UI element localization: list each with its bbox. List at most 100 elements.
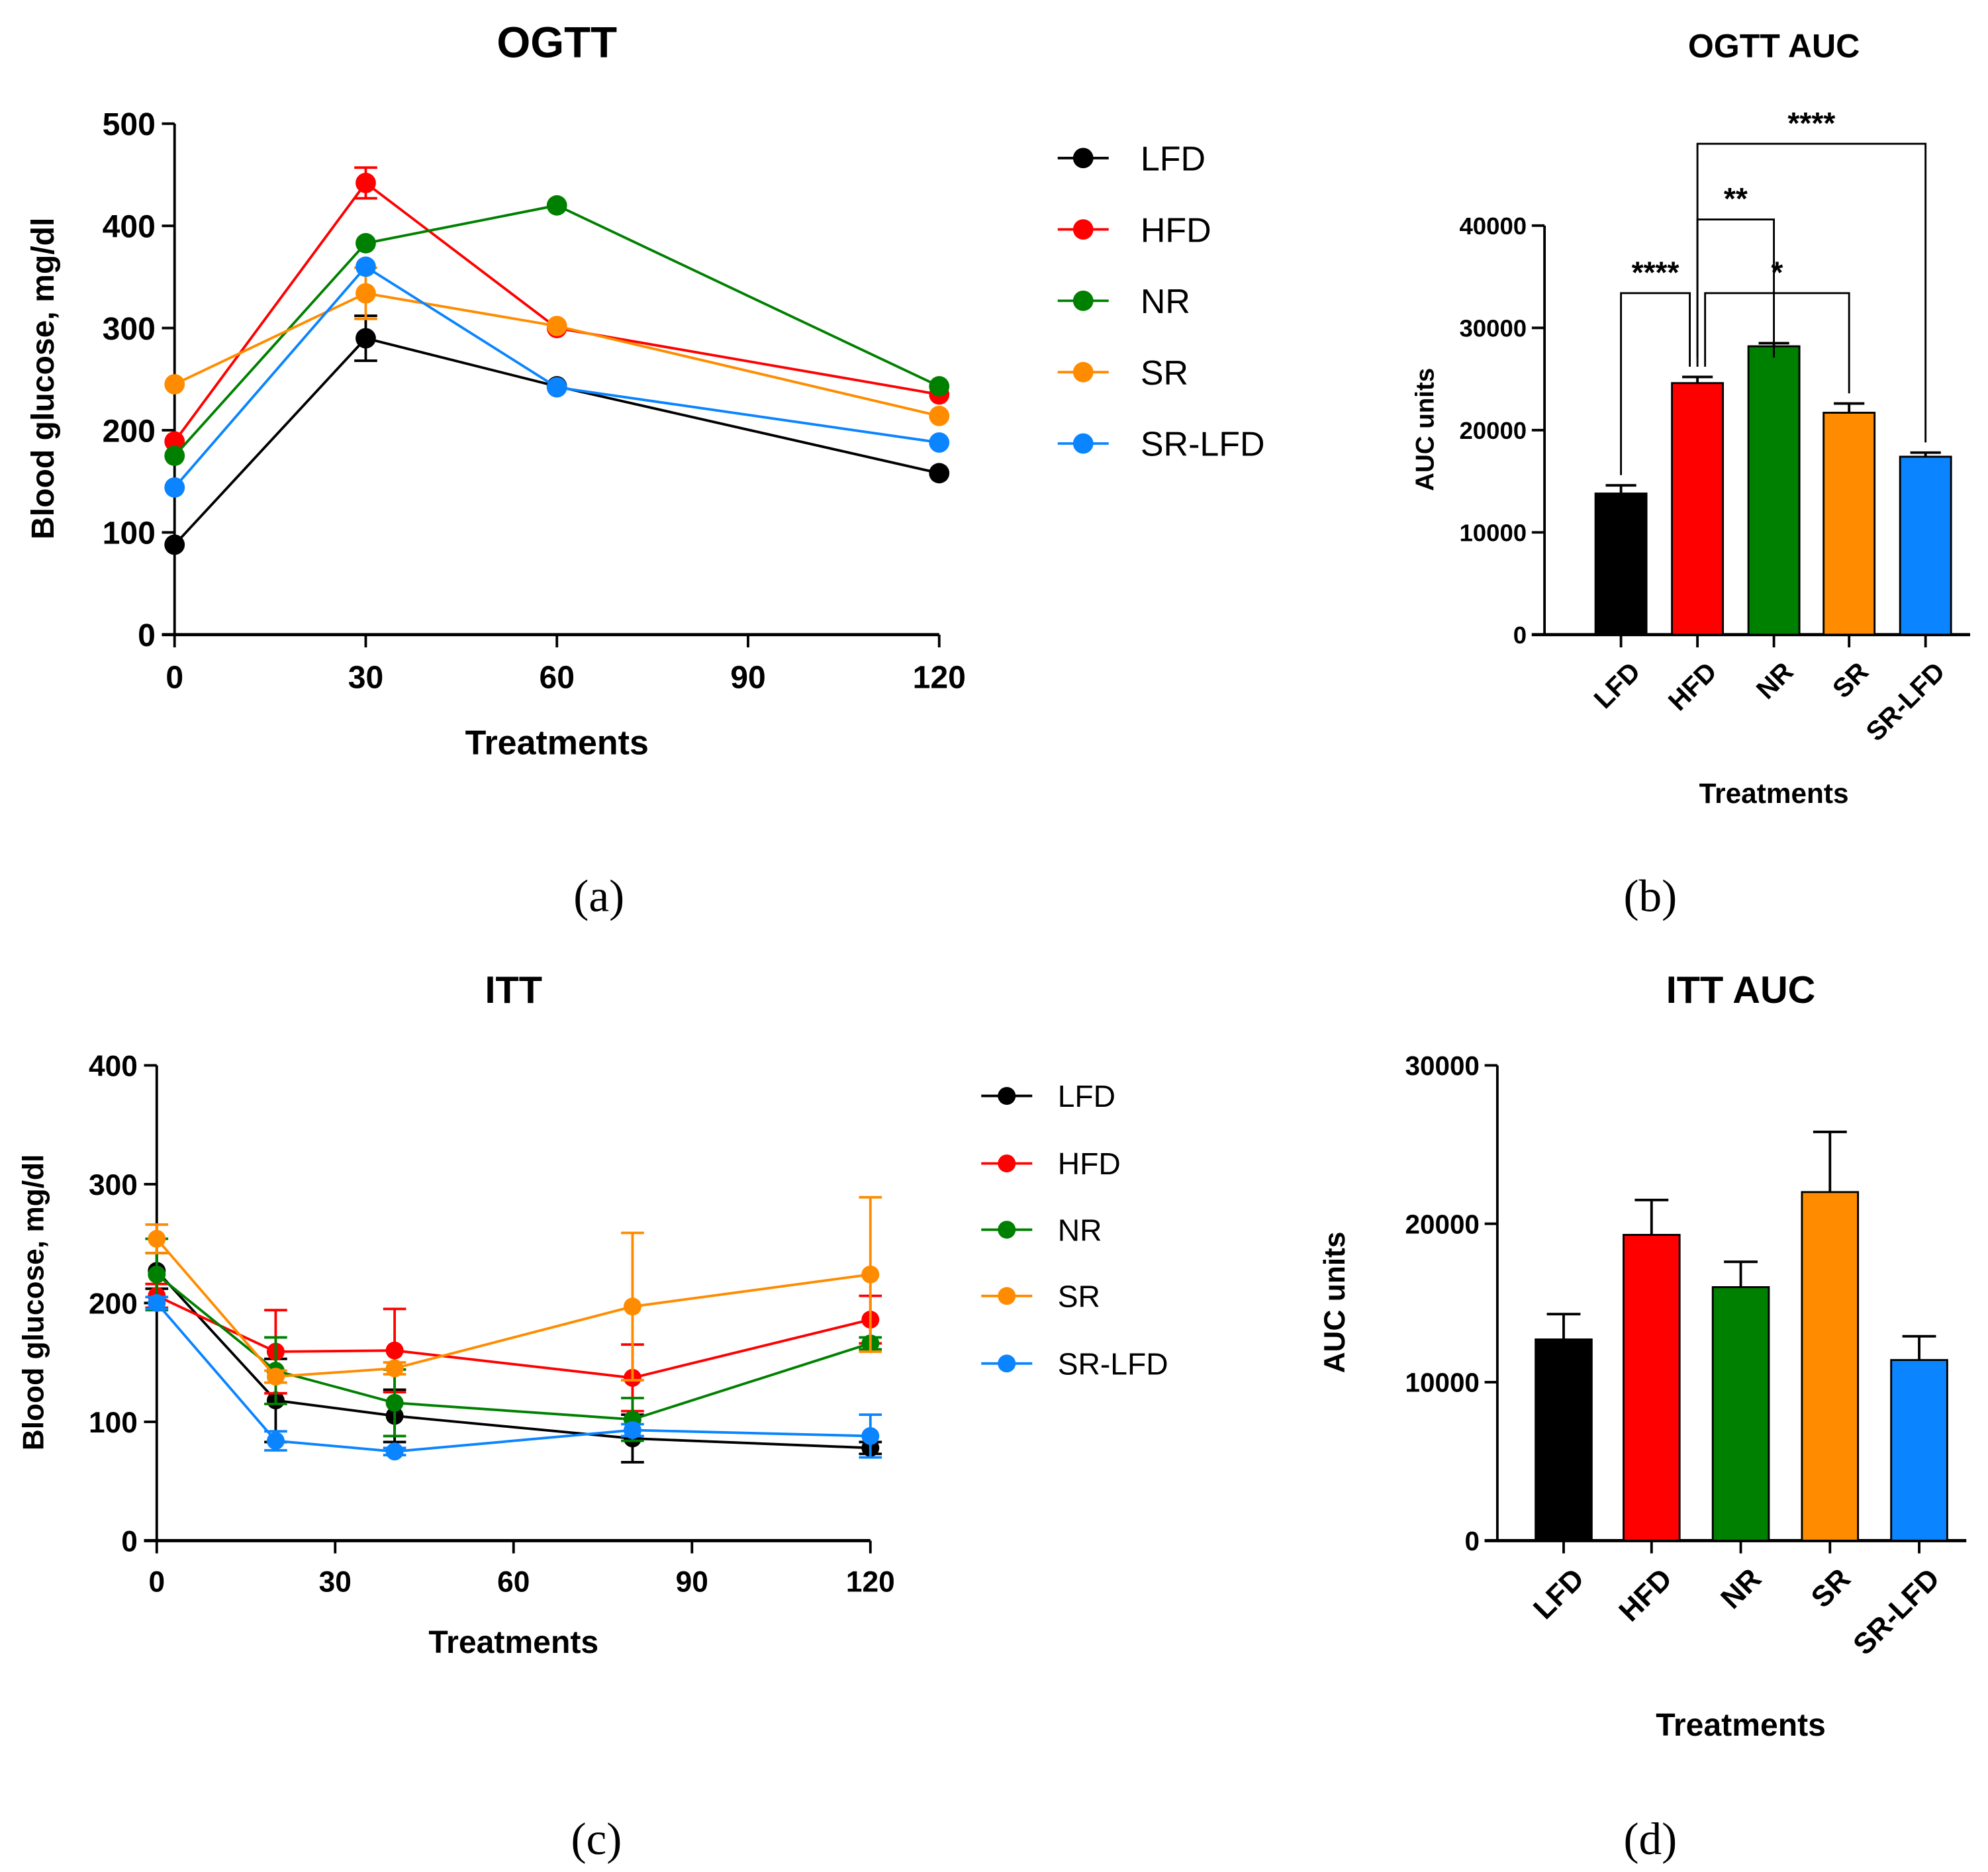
data-point xyxy=(148,1265,166,1284)
data-point xyxy=(546,316,567,336)
y-tick-label: 400 xyxy=(89,1050,138,1082)
bar-sr xyxy=(1801,1191,1860,1542)
series-sr xyxy=(164,266,950,426)
bar-hfd xyxy=(1671,382,1725,636)
y-tick-label: 500 xyxy=(103,107,156,142)
y-tick-label: 300 xyxy=(89,1169,138,1201)
data-point xyxy=(266,1432,285,1450)
data-point xyxy=(164,374,185,395)
x-tick-label: SR-LFD xyxy=(1847,1562,1946,1661)
y-tick-label: 200 xyxy=(103,413,156,449)
series-line xyxy=(173,336,940,546)
x-tick-label: 120 xyxy=(913,660,966,696)
panel-label: (d) xyxy=(1623,1813,1677,1864)
data-point xyxy=(164,534,185,555)
significance-label: ** xyxy=(1724,181,1748,216)
bar-nr xyxy=(1711,1286,1770,1542)
legend-marker xyxy=(998,1221,1016,1239)
legend-marker xyxy=(998,1287,1016,1305)
y-tick-label: 10000 xyxy=(1459,519,1527,546)
series-hfd xyxy=(145,1282,882,1413)
series-line xyxy=(173,292,940,418)
y-axis-label: AUC units xyxy=(1319,1231,1351,1373)
legend-marker xyxy=(1072,219,1094,240)
legend-marker xyxy=(1072,148,1094,169)
x-tick-label: LFD xyxy=(1527,1562,1590,1625)
data-point xyxy=(623,1421,641,1439)
x-tick-label: 120 xyxy=(846,1566,895,1598)
y-tick-label: 30000 xyxy=(1405,1051,1480,1081)
series-lfd xyxy=(145,1252,882,1464)
legend-marker xyxy=(1072,361,1094,383)
legend-label: HFD xyxy=(1058,1147,1121,1181)
legend-marker xyxy=(998,1087,1016,1105)
legend-marker xyxy=(998,1154,1016,1173)
x-tick-label: LFD xyxy=(1587,656,1646,714)
panel-label: (b) xyxy=(1623,870,1677,921)
significance-label: **** xyxy=(1632,255,1680,289)
data-point xyxy=(266,1368,285,1386)
x-tick-label: SR-LFD xyxy=(1860,656,1950,747)
x-axis-label: Treatments xyxy=(1699,778,1849,809)
y-tick-label: 10000 xyxy=(1405,1368,1480,1398)
legend-marker xyxy=(998,1354,1016,1373)
bar-hfd xyxy=(1623,1234,1681,1542)
y-tick-label: 400 xyxy=(103,209,156,245)
x-tick-label: SR xyxy=(1805,1562,1857,1614)
y-tick-label: 0 xyxy=(1513,622,1527,649)
chart-title: OGTT AUC xyxy=(1688,28,1860,65)
data-point xyxy=(355,256,376,277)
bar-lfd xyxy=(1594,492,1648,636)
panel-b: OGTT AUC Treatments AUC units (b) 0 10000 2000… xyxy=(1411,28,1971,921)
y-tick-label: 40000 xyxy=(1459,212,1527,240)
data-point xyxy=(929,463,950,484)
data-point xyxy=(164,431,185,452)
bar-lfd xyxy=(1535,1338,1593,1542)
x-tick-label: SR xyxy=(1826,656,1874,704)
data-point xyxy=(164,477,185,498)
y-tick-label: 20000 xyxy=(1459,417,1527,444)
series-line xyxy=(156,1270,871,1450)
data-point xyxy=(623,1297,641,1316)
data-point xyxy=(385,1341,404,1360)
bar-sr-lfd xyxy=(1890,1359,1948,1542)
data-point xyxy=(355,172,376,193)
legend-marker xyxy=(1072,290,1094,311)
series-nr xyxy=(145,1237,882,1442)
panel-d: ITT AUC Treatments AUC units (d) 0 10000 20000… xyxy=(1319,969,1967,1864)
y-tick-label: 200 xyxy=(89,1287,138,1320)
x-axis-label: Treatments xyxy=(465,724,649,763)
y-tick-label: 0 xyxy=(1464,1526,1479,1556)
significance-label: **** xyxy=(1787,106,1835,140)
panel-label: (c) xyxy=(571,1813,622,1864)
chart-title: ITT AUC xyxy=(1666,969,1816,1011)
x-tick-label: NR xyxy=(1715,1562,1768,1615)
legend-label: LFD xyxy=(1058,1079,1115,1113)
series-line xyxy=(156,1238,871,1378)
significance-label: * xyxy=(1771,255,1783,289)
data-point xyxy=(355,283,376,304)
y-tick-label: 30000 xyxy=(1459,314,1527,342)
data-point xyxy=(929,405,950,426)
series-lfd xyxy=(164,314,950,555)
legend-label: HFD xyxy=(1141,211,1211,250)
series-sr-lfd xyxy=(145,1293,882,1461)
y-tick-label: 20000 xyxy=(1405,1209,1480,1239)
chart-title: ITT xyxy=(485,969,542,1011)
data-point xyxy=(929,376,950,397)
data-point xyxy=(861,1265,880,1284)
y-tick-label: 0 xyxy=(138,618,156,653)
legend-label: SR xyxy=(1141,354,1188,393)
legend-label: NR xyxy=(1141,283,1190,321)
series-line xyxy=(173,181,940,443)
data-point xyxy=(385,1393,404,1412)
y-tick-label: 100 xyxy=(103,516,156,551)
series-nr xyxy=(164,195,950,466)
data-point xyxy=(929,432,950,453)
x-tick-label: 30 xyxy=(319,1566,352,1598)
legend-label: NR xyxy=(1058,1213,1102,1247)
x-tick-label: 60 xyxy=(539,660,575,696)
legend-label: SR xyxy=(1058,1279,1100,1313)
panel-label: (a) xyxy=(573,870,624,921)
